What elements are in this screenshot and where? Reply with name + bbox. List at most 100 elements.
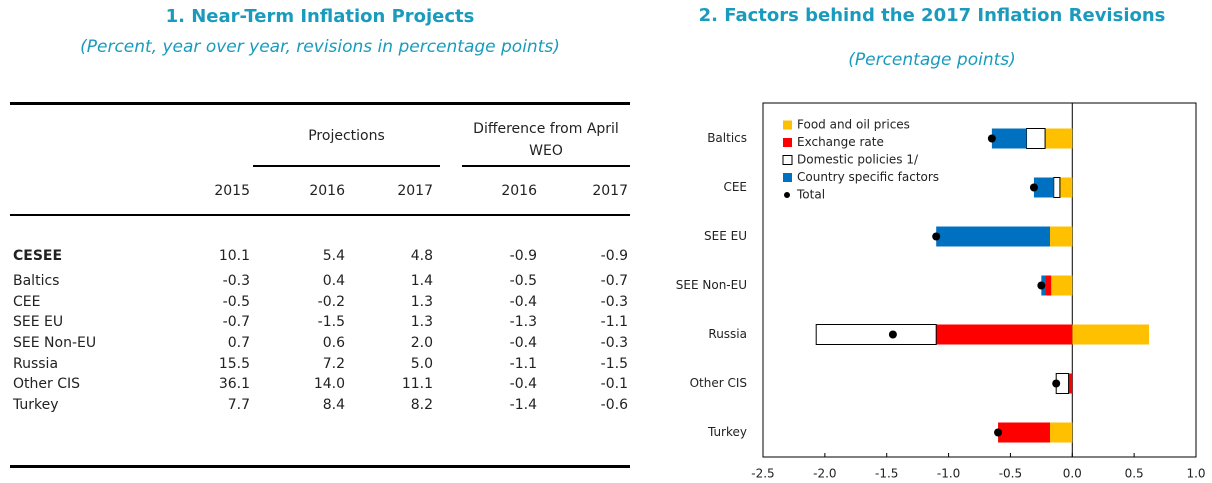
bar-segment <box>1068 373 1073 394</box>
cell: 36.1 <box>218 376 250 392</box>
cell: -0.3 <box>600 335 628 351</box>
bar-segment <box>1050 226 1073 247</box>
y-tick-label: Other CIS <box>690 376 747 390</box>
x-tick-label: -2.5 <box>751 467 774 481</box>
x-tick-label: 1.0 <box>1186 467 1205 481</box>
x-tick-label: -1.5 <box>875 467 898 481</box>
bar-segment <box>998 422 1051 443</box>
cell: -0.7 <box>600 273 628 289</box>
cell: 0.7 <box>227 335 250 351</box>
table-title: 1. Near-Term Inflation Projects <box>165 6 475 27</box>
row-label: Turkey <box>13 397 59 413</box>
cell: -0.5 <box>222 294 250 310</box>
legend-label: Country specific factors <box>797 170 939 184</box>
row-label: CESEE <box>13 248 63 264</box>
bar-segment <box>1072 324 1149 345</box>
cell: -1.5 <box>317 314 345 330</box>
legend-swatch <box>783 173 792 182</box>
row-label: Other CIS <box>13 376 80 392</box>
column-header: 2015 <box>214 183 250 199</box>
y-tick-label: SEE Non-EU <box>676 278 747 292</box>
cell: -0.5 <box>509 273 537 289</box>
cell: -1.5 <box>600 356 628 372</box>
x-tick-label: -0.5 <box>999 467 1022 481</box>
x-tick-label: 0.0 <box>1063 467 1082 481</box>
cell: -0.6 <box>600 397 628 413</box>
bar-segment <box>1059 177 1073 198</box>
x-tick-label: -1.0 <box>937 467 960 481</box>
bar-segment <box>936 226 1051 247</box>
row-label: Russia <box>13 356 59 372</box>
bar-segment <box>1055 373 1070 394</box>
bar-segment <box>936 324 1073 345</box>
bar-segment <box>991 128 1027 149</box>
cell: -0.7 <box>222 314 250 330</box>
bar-segment <box>1050 422 1073 443</box>
cell: -0.4 <box>509 376 537 392</box>
cell: 5.0 <box>410 356 433 372</box>
legend-label: Food and oil prices <box>797 118 910 132</box>
cell: -0.1 <box>600 376 628 392</box>
bar-segment <box>1026 128 1046 149</box>
y-tick-label: CEE <box>723 180 747 194</box>
chart-title: 2. Factors behind the 2017 Inflation Rev… <box>699 5 1166 26</box>
cell: -0.4 <box>509 335 537 351</box>
total-dot <box>888 330 897 339</box>
bar-segment <box>1053 177 1061 198</box>
cell: 7.2 <box>322 356 345 372</box>
cell: 4.8 <box>410 248 433 264</box>
cell: -0.3 <box>600 294 628 310</box>
cell: 0.4 <box>322 273 345 289</box>
y-tick-label: Baltics <box>707 131 747 145</box>
cell: -1.3 <box>509 314 537 330</box>
cell: 1.4 <box>410 273 433 289</box>
bar-segment <box>1051 275 1073 296</box>
group-header: Projections <box>308 128 385 144</box>
cell: -0.3 <box>222 273 250 289</box>
rule <box>10 102 630 105</box>
cell: -0.4 <box>509 294 537 310</box>
cell: 1.3 <box>410 294 433 310</box>
bar-segment <box>1041 275 1046 296</box>
cell: -1.4 <box>509 397 537 413</box>
cell: -1.1 <box>509 356 537 372</box>
cell: 1.3 <box>410 314 433 330</box>
legend-label: Exchange rate <box>797 135 884 149</box>
legend-swatch <box>782 155 793 165</box>
column-header: 2017 <box>397 183 433 199</box>
cell: -0.2 <box>317 294 345 310</box>
x-tick-label: 0.5 <box>1125 467 1144 481</box>
rule <box>10 465 630 468</box>
row-label: SEE EU <box>13 314 64 330</box>
cell: 11.1 <box>401 376 433 392</box>
row-label: Baltics <box>13 273 60 289</box>
cell: 7.7 <box>227 397 250 413</box>
cell: -0.9 <box>600 248 628 264</box>
legend-label: Total <box>796 188 825 202</box>
total-dot <box>932 232 941 241</box>
legend-label: Domestic policies 1/ <box>797 153 919 167</box>
group-header: Difference from April WEO <box>473 121 619 159</box>
bar-segment <box>1045 128 1073 149</box>
bar-segment <box>1033 177 1054 198</box>
cell: 0.6 <box>322 335 345 351</box>
plot-frame <box>762 102 1197 458</box>
total-dot <box>994 428 1003 437</box>
total-dot <box>1037 281 1046 290</box>
total-dot <box>1052 379 1061 388</box>
rule <box>253 165 440 167</box>
rule <box>10 214 630 216</box>
total-dot <box>987 134 996 143</box>
legend-swatch <box>783 120 792 130</box>
cell: -1.1 <box>600 314 628 330</box>
bar-segment <box>1045 275 1052 296</box>
column-header: 2016 <box>309 183 345 199</box>
cell: 14.0 <box>313 376 345 392</box>
cell: 8.2 <box>410 397 433 413</box>
rule <box>462 165 630 167</box>
cell: 15.5 <box>218 356 250 372</box>
cell: 2.0 <box>410 335 433 351</box>
chart-subtitle: (Percentage points) <box>848 50 1016 70</box>
y-tick-label: Turkey <box>707 425 747 439</box>
